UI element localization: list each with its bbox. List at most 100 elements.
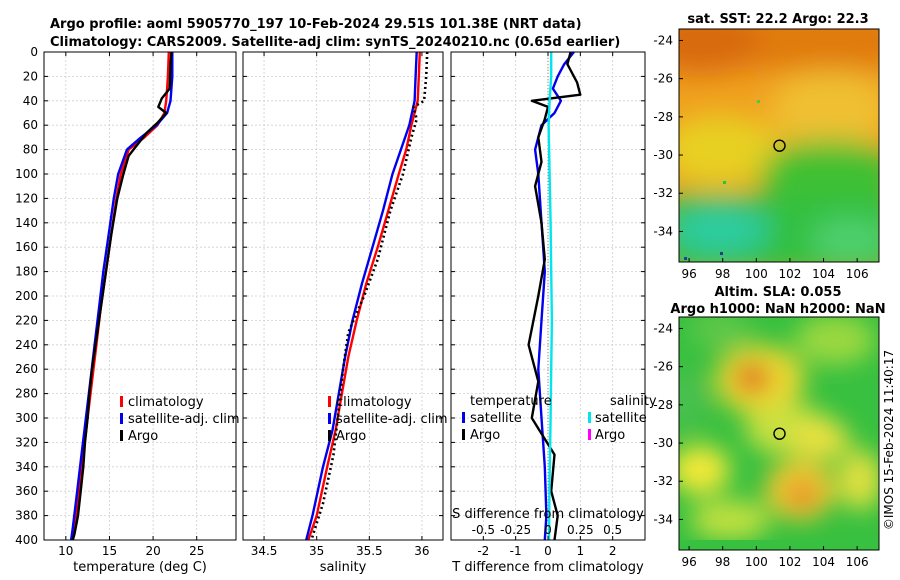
series-line-argo — [310, 51, 429, 541]
x-tick-label: 35 — [309, 544, 324, 558]
map-x-tick-label: 104 — [812, 555, 835, 569]
map-y-tick-label: -24 — [653, 321, 673, 335]
map-x-tick-label: 106 — [846, 555, 869, 569]
y-tick-label: 160 — [15, 240, 38, 254]
y-tick-label: 280 — [15, 387, 38, 401]
s-tick-label: -0.5 — [472, 523, 495, 537]
map-y-tick-label: -34 — [653, 224, 673, 238]
series-line-s-satellite — [547, 52, 554, 541]
map-x-tick-label: 98 — [715, 267, 730, 281]
map-y-tick-label: -32 — [653, 474, 673, 488]
map-x-tick-label: 106 — [846, 267, 869, 281]
series-line-satellite-adj-clim — [69, 52, 174, 541]
s-tick-label: -0.25 — [500, 523, 531, 537]
title-line-2: Climatology: CARS2009. Satellite-adj cli… — [50, 35, 620, 50]
map-x-tick-label: 104 — [812, 267, 835, 281]
map-x-tick-label: 98 — [715, 555, 730, 569]
y-tick-label: 0 — [30, 45, 38, 59]
y-tick-label: 180 — [15, 265, 38, 279]
y-tick-label: 260 — [15, 362, 38, 376]
sla-map: Altim. SLA: 0.055 Argo h1000: NaN h2000:… — [653, 285, 885, 569]
x-tick-label: 35.5 — [356, 544, 383, 558]
map-x-tick-label: 100 — [745, 555, 768, 569]
x-tick-label: 20 — [145, 544, 160, 558]
map-y-tick-label: -30 — [653, 436, 673, 450]
s-tick-label: 0.25 — [567, 523, 594, 537]
sla-map-axes: 96 98 100 102 104 106 -24 -26 -28 -30 -32 -34 — [653, 321, 868, 569]
map-y-tick-label: -24 — [653, 33, 673, 47]
legend-swatch — [120, 430, 123, 441]
y-tick-label: 340 — [15, 460, 38, 474]
map-y-tick-label: -28 — [653, 398, 673, 412]
y-tick-label: 220 — [15, 313, 38, 327]
y-tick-label: 20 — [23, 69, 38, 83]
copyright-text: ©IMOS 15-Feb-2024 11:40:17 — [882, 350, 896, 530]
y-tick-label: 40 — [23, 94, 38, 108]
legend-swatch — [588, 412, 591, 423]
map-y-tick-label: -28 — [653, 110, 673, 124]
legend-swatch — [588, 429, 591, 440]
sst-map-axes: 96 98 100 102 104 106 -24 -26 -28 -30 -32 -34 — [653, 33, 868, 281]
map-x-tick-label: 100 — [745, 267, 768, 281]
y-tick-label: 140 — [15, 216, 38, 230]
legend-title-temperature: temperature — [470, 394, 552, 409]
y-tick-label: 120 — [15, 191, 38, 205]
x-tick-label: 1 — [577, 544, 585, 558]
legend-swatch — [328, 430, 331, 441]
x-axis-label: salinity — [320, 560, 367, 575]
legend-item: Argo — [336, 429, 366, 444]
map-y-tick-label: -26 — [653, 72, 673, 86]
y-tick-label: 320 — [15, 435, 38, 449]
x-tick-label: 0 — [544, 544, 552, 558]
legend-item: Argo — [128, 429, 158, 444]
series-line-satellite-adj-clim — [305, 51, 418, 541]
map-x-tick-label: 96 — [681, 267, 696, 281]
x-tick-label: 2 — [609, 544, 617, 558]
y-tick-label: 240 — [15, 338, 38, 352]
legend-item: satellite — [470, 411, 522, 426]
y-tick-label: 400 — [15, 533, 38, 547]
s-axis-label: S difference from climatology — [452, 507, 644, 522]
sla-field — [679, 317, 879, 550]
legend-swatch — [462, 412, 465, 423]
x-tick-label: 34.5 — [251, 544, 278, 558]
x-tick-label: -1 — [510, 544, 522, 558]
s-tick-label: 0.5 — [603, 523, 622, 537]
legend-item: Argo — [470, 428, 500, 443]
title-line-1: Argo profile: aoml 5905770_197 10-Feb-20… — [50, 17, 582, 32]
legend-swatch — [328, 396, 331, 407]
x-tick-label: -2 — [477, 544, 489, 558]
legend-title-salinity: salinity — [610, 394, 657, 409]
y-tick-label: 200 — [15, 289, 38, 303]
legend-item: satellite — [595, 411, 647, 426]
legend-swatch — [462, 429, 465, 440]
x-axis-label: temperature (deg C) — [73, 560, 207, 575]
map-x-tick-label: 102 — [778, 555, 801, 569]
legend-item: satellite-adj. clim — [128, 412, 240, 427]
x-tick-label: 10 — [58, 544, 73, 558]
map-y-tick-label: -32 — [653, 186, 673, 200]
map-x-tick-label: 96 — [681, 555, 696, 569]
legend-item: satellite-adj. clim — [336, 412, 448, 427]
sst-field — [679, 29, 879, 262]
sla-argo-marker — [773, 427, 786, 440]
profile-panels: 0204060801001201401601802002202402602803… — [15, 45, 657, 575]
sst-argo-marker — [773, 139, 786, 152]
x-tick-label: 25 — [189, 544, 204, 558]
legend-item: Argo — [595, 428, 625, 443]
y-tick-label: 80 — [23, 143, 38, 157]
legend-swatch — [328, 413, 331, 424]
map-y-tick-label: -34 — [653, 512, 673, 526]
difference-from-climatology-panel: -2 -1 0 1 2 T difference from climatology temp… — [450, 51, 657, 575]
temperature-profile-panel: 0 20 40 60 80 100 120 140 160 180 200 220 240 260 280 3… — [15, 45, 240, 575]
series-line-climatology — [307, 51, 421, 541]
sla-map-title-1: Altim. SLA: 0.055 — [715, 285, 842, 300]
y-tick-label: 300 — [15, 411, 38, 425]
x-axis-label: T difference from climatology — [451, 560, 644, 575]
sla-map-title-2: Argo h1000: NaN h2000: NaN — [670, 302, 885, 317]
legend-swatch — [120, 396, 123, 407]
map-y-tick-label: -26 — [653, 360, 673, 374]
sst-map-title: sat. SST: 22.2 Argo: 22.3 — [687, 12, 868, 27]
map-x-tick-label: 102 — [778, 267, 801, 281]
